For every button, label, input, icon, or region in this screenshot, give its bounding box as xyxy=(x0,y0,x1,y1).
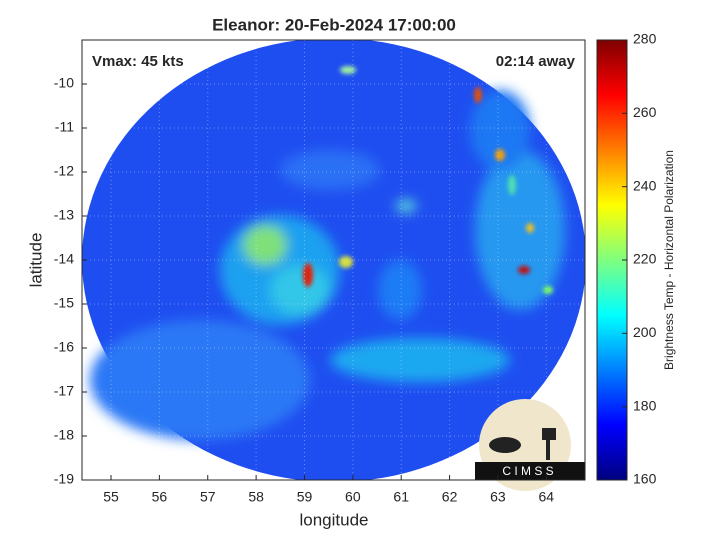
y-tick-label: -13 xyxy=(54,207,74,223)
y-tick-label: -11 xyxy=(55,119,74,135)
y-tick-label: -15 xyxy=(54,295,74,311)
x-tick-label: 63 xyxy=(490,489,506,505)
logo-tower xyxy=(542,428,556,440)
colorbar-tick-label: 180 xyxy=(633,397,657,413)
x-tick-label: 57 xyxy=(200,489,216,505)
colorbar-tick-label: 240 xyxy=(633,177,657,193)
x-tick-label: 62 xyxy=(442,489,458,505)
y-tick-label: -18 xyxy=(54,427,74,443)
colorbar-tick-label: 260 xyxy=(633,104,657,120)
x-tick-label: 58 xyxy=(248,489,264,505)
chart-title: Eleanor: 20-Feb-2024 17:00:00 xyxy=(212,15,456,34)
grid xyxy=(82,40,585,481)
y-axis-label: latitude xyxy=(26,233,45,288)
logo-text: C I M S S xyxy=(502,464,553,478)
y-tick-label: -12 xyxy=(54,163,74,179)
colorbar-label: Brightness Temp - Horizontal Polarizatio… xyxy=(662,150,676,370)
annotation: 02:14 away xyxy=(496,53,576,70)
annotation: Vmax: 45 kts xyxy=(92,53,184,70)
x-axis-label: longitude xyxy=(299,510,368,529)
colorbar-tick-label: 280 xyxy=(633,31,657,47)
imagery-hot xyxy=(303,66,553,294)
logo-tower-leg xyxy=(546,440,550,460)
colorbar-tick-label: 220 xyxy=(633,251,657,267)
x-tick-label: 61 xyxy=(393,489,409,505)
x-tick-label: 60 xyxy=(345,489,361,505)
x-tick-label: 64 xyxy=(539,489,555,505)
colorbar-tick-label: 160 xyxy=(633,471,657,487)
x-tick-label: 59 xyxy=(297,489,313,505)
colorbar-tick-label: 200 xyxy=(633,324,657,340)
y-tick-label: -16 xyxy=(54,339,74,355)
y-tick-label: -17 xyxy=(54,383,74,399)
logo-bar xyxy=(475,462,585,480)
x-tick-label: 55 xyxy=(103,489,119,505)
imagery xyxy=(82,40,585,480)
y-tick-label: -19 xyxy=(54,471,74,487)
y-tick-label: -10 xyxy=(54,75,74,91)
logo: C I M S S xyxy=(475,399,585,491)
imagery-blobs xyxy=(90,90,565,440)
x-tick-label: 56 xyxy=(152,489,168,505)
logo-dish xyxy=(489,437,521,453)
y-tick-label: -14 xyxy=(54,251,74,267)
